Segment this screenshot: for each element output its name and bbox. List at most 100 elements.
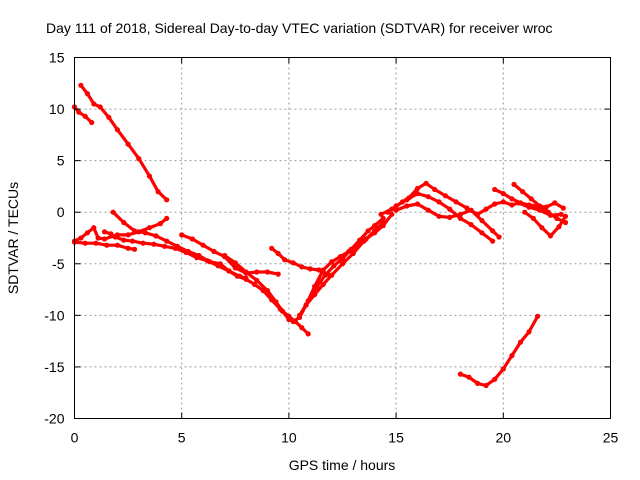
data-point [151, 241, 157, 247]
data-point [414, 185, 421, 192]
data-point [522, 209, 528, 215]
data-point [457, 371, 463, 377]
series-arc-7 [179, 232, 281, 277]
data-point [108, 231, 114, 237]
data-point [475, 380, 481, 386]
x-axis-label: GPS time / hours [289, 457, 396, 473]
data-point [164, 215, 170, 221]
data-point [464, 205, 470, 211]
series-arc-6 [110, 209, 311, 337]
data-point [380, 223, 386, 229]
data-point [562, 213, 569, 219]
data-point [125, 141, 131, 147]
data-point [273, 299, 279, 305]
data-point [129, 238, 135, 244]
series-line [72, 105, 94, 125]
data-point [468, 222, 474, 228]
data-point [299, 264, 305, 270]
data-point [339, 261, 346, 267]
data-point [554, 215, 560, 221]
data-point [179, 232, 185, 238]
data-point [97, 104, 103, 110]
data-point [164, 238, 170, 244]
data-point [547, 233, 554, 239]
data-point [466, 374, 472, 380]
data-point [269, 245, 275, 251]
chart-title: Day 111 of 2018, Sidereal Day-to-day VTE… [46, 20, 553, 36]
data-point [517, 339, 524, 345]
x-tick-label: 5 [178, 430, 186, 446]
data-point [185, 248, 191, 254]
data-point [196, 252, 202, 259]
data-point [372, 230, 378, 236]
series-arc-14 [393, 201, 502, 240]
data-point [82, 240, 88, 246]
data-point [131, 228, 138, 234]
data-point [457, 215, 463, 221]
data-point [157, 221, 163, 227]
data-point [526, 329, 532, 335]
data-point [552, 200, 558, 206]
data-point [492, 186, 498, 193]
data-point [275, 250, 281, 257]
data-point [483, 206, 489, 212]
data-point [95, 235, 101, 241]
data-point [211, 248, 217, 254]
data-point [468, 207, 474, 213]
data-point [329, 272, 335, 278]
data-point [254, 269, 260, 275]
series-line [180, 233, 280, 276]
data-point [393, 207, 399, 213]
data-point [106, 114, 112, 120]
y-tick-label: -10 [44, 307, 64, 323]
data-point [125, 245, 131, 251]
data-point [243, 269, 249, 275]
series-arc-13 [384, 191, 496, 244]
data-point [436, 213, 442, 219]
x-tick-label: 15 [388, 430, 404, 446]
data-point [91, 225, 97, 231]
data-point [307, 266, 313, 272]
data-point [146, 225, 153, 231]
data-point [200, 242, 206, 248]
data-point [380, 215, 386, 221]
data-point [84, 91, 90, 97]
data-point [114, 127, 120, 133]
series-arc-17 [511, 181, 569, 226]
data-point [297, 312, 303, 318]
data-point [350, 250, 356, 257]
data-point [142, 230, 148, 236]
data-point [299, 325, 305, 331]
data-point [492, 376, 498, 382]
data-point [442, 193, 448, 199]
data-point [153, 233, 159, 239]
data-point [131, 246, 138, 252]
y-tick-label: 10 [49, 101, 65, 117]
series-arc-8 [269, 245, 331, 277]
data-point [121, 237, 127, 243]
series-arc-1 [71, 104, 95, 126]
data-point [286, 316, 292, 323]
data-point [384, 209, 391, 215]
data-point [290, 318, 296, 325]
data-point [483, 382, 489, 389]
data-point [432, 186, 438, 193]
data-point [496, 234, 502, 240]
data-point [329, 259, 335, 265]
series-arc-2 [78, 82, 170, 203]
data-point [104, 242, 110, 248]
data-point [232, 260, 238, 266]
data-point [556, 224, 562, 230]
data-point [526, 202, 532, 208]
data-point [232, 265, 238, 271]
data-point [500, 199, 506, 205]
series-line [458, 314, 540, 388]
data-point [76, 109, 82, 115]
data-point [520, 189, 526, 195]
data-point [275, 271, 281, 277]
data-point [490, 238, 496, 244]
data-point [404, 197, 410, 203]
data-point [112, 234, 118, 240]
data-point [545, 209, 551, 215]
